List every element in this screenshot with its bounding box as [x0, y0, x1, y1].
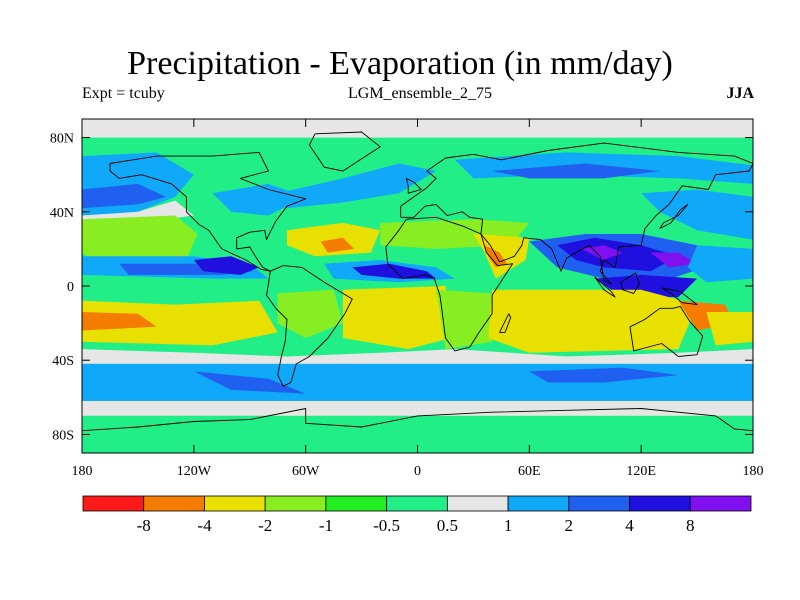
coast-borneo	[620, 272, 640, 294]
atlantic-itcz-core	[352, 263, 437, 279]
coastlines	[82, 131, 753, 432]
central-america-wet	[193, 256, 260, 275]
season-label: JJA	[726, 85, 754, 102]
north-atlantic-wet	[277, 163, 437, 209]
colorbar-box	[689, 495, 752, 512]
southern-africa-dry	[436, 289, 493, 350]
lon-tick-label: 180	[743, 464, 764, 479]
lon-tick-label: 0	[414, 464, 421, 479]
colorbar: -8 -4 -2 -1 -0.5 0.5 1 2 4 8	[82, 495, 752, 535]
south-indian-storm	[529, 367, 679, 383]
colorbar-box	[325, 495, 388, 512]
colorbar-box	[143, 495, 205, 512]
colorbar-box	[204, 495, 266, 512]
north-pacific-dry-edge	[82, 215, 198, 268]
colorbar-box	[82, 495, 145, 512]
colorbar-box	[264, 495, 327, 512]
coast-north-america	[109, 151, 307, 272]
coast-eurasia	[400, 142, 753, 285]
arctic-neutral	[82, 119, 753, 138]
red-sea-dry	[484, 245, 507, 268]
southern-neutral	[82, 349, 753, 364]
antarctic-coast-neutral	[82, 401, 753, 416]
colorbar-box	[507, 495, 570, 512]
chart-title: Precipitation - Evaporation (in mm/day)	[127, 45, 673, 82]
siberia-wetter	[492, 163, 660, 179]
colorbar-label: -8	[137, 516, 151, 535]
lat-tick-label: 40S	[52, 354, 74, 369]
antarctica	[82, 415, 753, 453]
colorbar-label: 1	[504, 516, 513, 535]
colorbar-box	[629, 495, 691, 512]
north-pacific-storm	[82, 183, 166, 209]
north-atlantic-dry-core	[320, 237, 355, 253]
colorbar-label: 0.5	[437, 516, 458, 535]
coast-madagascar	[499, 313, 512, 333]
lon-tick-label: 120W	[177, 464, 212, 479]
lat-tick-label: 80N	[50, 132, 74, 147]
colorbar-label: 8	[686, 516, 695, 535]
map-ticks: 180 120W 60W 0 60E 120E 180 80N 40N 0 40S 80S	[50, 119, 764, 479]
south-pacific-dry-core	[82, 312, 157, 331]
north-america-wet	[212, 183, 306, 216]
south-atlantic-dry-edge	[342, 286, 452, 350]
lon-tick-label: 120E	[626, 464, 656, 479]
coast-japan	[659, 203, 689, 229]
west-pacific-wet-band	[687, 245, 753, 283]
west-pacific-wet	[641, 189, 753, 240]
pe-field	[82, 119, 753, 453]
colorbar-label: -1	[319, 516, 333, 535]
coast-australia	[629, 305, 704, 357]
lat-tick-label: 80S	[52, 428, 74, 443]
coast-sumatra	[594, 276, 616, 298]
colorbar-label: 4	[625, 516, 634, 535]
lon-tick-label: 60W	[292, 464, 320, 479]
south-pacific-storm	[193, 371, 306, 394]
southwest-pacific-dry	[706, 312, 753, 346]
experiment-label: Expt = tcuby	[82, 85, 165, 102]
lat-tick-label: 40N	[50, 206, 74, 221]
lat-tick-label: 0	[67, 280, 74, 295]
coast-new-guinea	[661, 287, 698, 306]
coast-antarctica	[82, 408, 753, 432]
coast-south-america	[266, 265, 353, 387]
south-indian-dry-edge	[488, 289, 698, 353]
colorbar-box	[446, 495, 509, 512]
colorbar-box	[568, 495, 630, 512]
philippine-extreme	[650, 252, 698, 268]
coast-uk	[405, 177, 422, 194]
colorbar-box	[386, 495, 448, 512]
south-pacific-dry	[82, 300, 278, 346]
south-america-dry-edge	[277, 289, 343, 338]
colorbar-label: 2	[565, 516, 574, 535]
lon-tick-label: 180	[72, 464, 93, 479]
ensemble-label: LGM_ensemble_2_75	[348, 85, 492, 102]
monsoon-extreme	[581, 245, 623, 260]
coast-africa	[385, 216, 514, 352]
lon-tick-label: 60E	[518, 464, 541, 479]
colorbar-label: -2	[258, 516, 272, 535]
coast-greenland	[308, 131, 381, 172]
colorbar-label: -0.5	[373, 516, 400, 535]
colorbar-label: -4	[197, 516, 212, 535]
southern-ocean-wet	[82, 363, 753, 401]
